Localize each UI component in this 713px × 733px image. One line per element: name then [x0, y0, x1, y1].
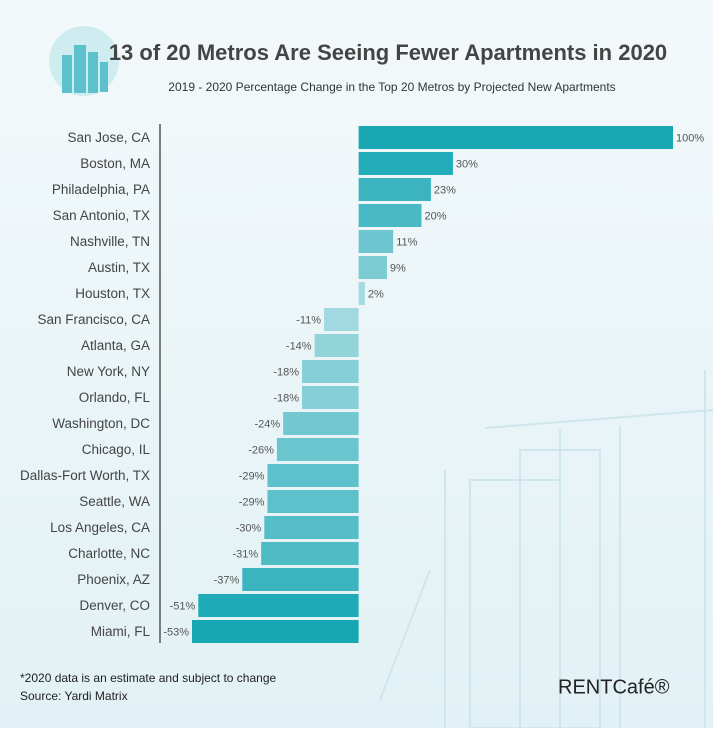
category-label: Miami, FL [91, 624, 151, 639]
category-label: New York, NY [67, 364, 150, 379]
value-label: -14% [286, 340, 312, 352]
value-label: -30% [236, 522, 262, 534]
source: Source: Yardi Matrix [20, 689, 128, 703]
category-label: San Antonio, TX [53, 208, 150, 223]
value-label: 11% [396, 236, 417, 248]
category-label: Orlando, FL [79, 390, 151, 405]
chart-title: 13 of 20 Metros Are Seeing Fewer Apartme… [109, 40, 667, 65]
category-label: Philadelphia, PA [52, 182, 150, 197]
bar [276, 438, 359, 461]
bar [302, 386, 359, 409]
bar [283, 412, 359, 435]
category-label: Washington, DC [52, 416, 150, 431]
bar [192, 620, 359, 643]
value-label: -18% [273, 392, 299, 404]
bar [198, 594, 359, 617]
bar [314, 334, 359, 357]
value-label: -31% [232, 548, 258, 560]
category-label: Houston, TX [75, 286, 150, 301]
category-label: Dallas-Fort Worth, TX [20, 468, 150, 483]
logo: RENTCafé® [558, 676, 670, 698]
logo-icon-buildings [62, 45, 108, 93]
bar [358, 204, 422, 227]
value-label: -29% [239, 496, 265, 508]
category-label: San Jose, CA [67, 130, 150, 145]
chart-subtitle: 2019 - 2020 Percentage Change in the Top… [168, 80, 615, 94]
value-label: 9% [390, 262, 406, 274]
value-label: -29% [239, 470, 265, 482]
category-label: Denver, CO [79, 598, 150, 613]
value-label: 2% [368, 288, 384, 300]
bar [264, 516, 359, 539]
bar [358, 256, 387, 279]
value-label: -11% [296, 314, 321, 326]
bar [358, 230, 394, 253]
value-label: 100% [676, 132, 704, 144]
category-label: Phoenix, AZ [77, 572, 150, 587]
value-label: -37% [214, 574, 240, 586]
value-label: 20% [424, 210, 446, 222]
bar [358, 152, 453, 175]
category-label: Atlanta, GA [81, 338, 150, 353]
category-label: Austin, TX [88, 260, 150, 275]
bar [302, 360, 359, 383]
bar [267, 490, 359, 513]
footnote: *2020 data is an estimate and subject to… [20, 671, 277, 685]
bar [267, 464, 359, 487]
value-label: 23% [434, 184, 456, 196]
category-label: Boston, MA [80, 156, 150, 171]
value-label: -53% [163, 626, 189, 638]
category-label: San Francisco, CA [37, 312, 150, 327]
category-label: Charlotte, NC [68, 546, 150, 561]
bar [261, 542, 359, 565]
value-label: 30% [456, 158, 478, 170]
bar [358, 126, 673, 149]
bar [358, 178, 431, 201]
bar [358, 282, 365, 305]
value-label: -51% [170, 600, 196, 612]
value-label: -18% [273, 366, 299, 378]
category-label: Nashville, TN [70, 234, 150, 249]
value-label: -24% [254, 418, 280, 430]
category-label: Seattle, WA [79, 494, 150, 509]
bar [242, 568, 359, 591]
value-label: -26% [248, 444, 274, 456]
category-label: Los Angeles, CA [50, 520, 150, 535]
bar [324, 308, 359, 331]
category-label: Chicago, IL [82, 442, 151, 457]
